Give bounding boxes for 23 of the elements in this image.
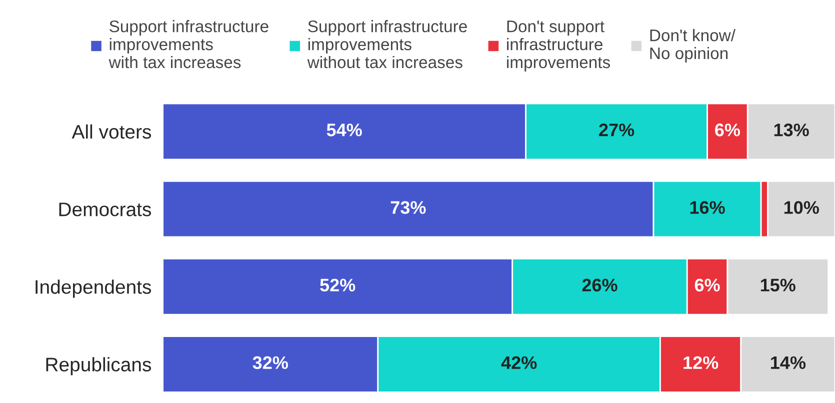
data-label: 42% (501, 356, 537, 370)
data-label: 13% (774, 124, 809, 136)
data-label: 16% (690, 201, 725, 214)
data-label: 10% (784, 201, 819, 214)
data-label: 52% (320, 278, 356, 292)
data-label: 54% (326, 124, 362, 136)
data-label: 14% (771, 356, 806, 370)
data-label: 73% (390, 201, 426, 214)
y-tick-label: All voters (72, 124, 152, 139)
legend-label: Support infrastructure improvements with tax increases (108, 20, 268, 68)
data-label: 6% (715, 124, 740, 136)
data-label: 6% (694, 278, 720, 292)
data-label: 12% (684, 356, 718, 370)
y-tick-label: Democrats (59, 202, 152, 216)
data-label: 15% (760, 278, 796, 292)
legend-label: Don't support infrastructure improvements (507, 20, 610, 72)
data-label: 27% (599, 124, 634, 136)
y-tick-label: Independents (36, 280, 152, 298)
y-tick-label: Republicans (46, 357, 152, 376)
data-label: 32% (252, 356, 288, 370)
legend-label: Don't know/ No opinion (650, 29, 736, 63)
legend-label: Support infrastructure improvements without tax increases (307, 20, 467, 68)
data-label: 26% (582, 278, 618, 292)
